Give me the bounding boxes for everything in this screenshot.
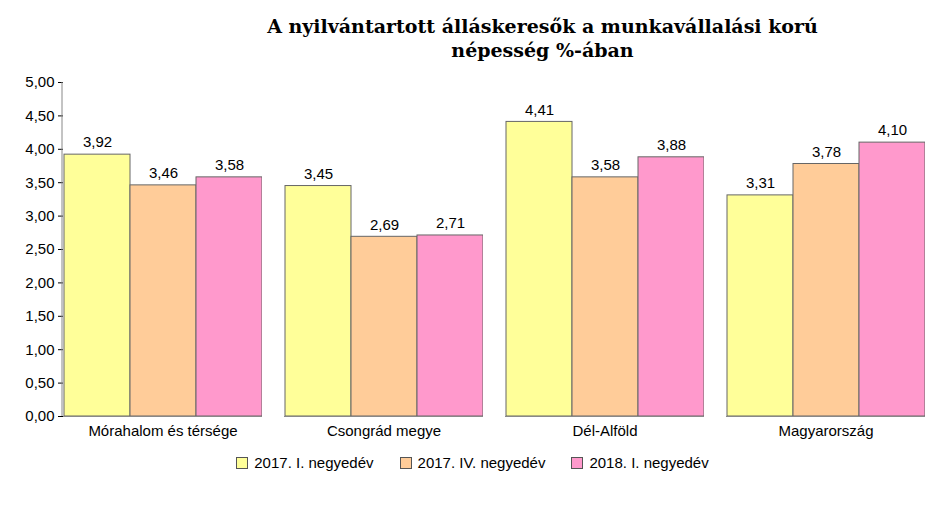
html-text:2017. I. negyedév: 2017. I. negyedév	[254, 454, 374, 471]
svg-text:3,78: 3,78	[812, 143, 841, 160]
svg-text:4,50: 4,50	[25, 107, 54, 124]
svg-text:Dél-Alföld: Dél-Alföld	[572, 422, 637, 439]
svg-text:3,58: 3,58	[591, 156, 620, 173]
svg-text:2,00: 2,00	[25, 274, 54, 291]
svg-text:5,00: 5,00	[25, 73, 54, 90]
svg-text:3,92: 3,92	[83, 133, 112, 150]
svg-text:Csongrád megye: Csongrád megye	[327, 422, 441, 439]
svg-text:1,50: 1,50	[25, 307, 54, 324]
svg-text:3,31: 3,31	[746, 174, 775, 191]
svg-text:3,00: 3,00	[25, 207, 54, 224]
svg-text:3,88: 3,88	[657, 136, 686, 153]
svg-text:3,58: 3,58	[215, 156, 244, 173]
svg-text:4,10: 4,10	[878, 121, 907, 138]
svg-text:3,50: 3,50	[25, 174, 54, 191]
svg-text:2,50: 2,50	[25, 240, 54, 257]
svg-text:2,69: 2,69	[370, 216, 399, 233]
svg-text:3,45: 3,45	[304, 165, 333, 182]
svg-text:Magyarország: Magyarország	[778, 422, 873, 439]
html-text:A nyilvántartott álláskeresők: A nyilvántartott álláskeresők a munkavál…	[267, 15, 818, 61]
svg-text:1,00: 1,00	[25, 341, 54, 358]
html-text:2018. I. negyedév: 2018. I. negyedév	[589, 454, 709, 471]
svg-text:0,00: 0,00	[25, 407, 54, 424]
svg-text:Mórahalom és térsége: Mórahalom és térsége	[88, 422, 237, 439]
svg-text:2,71: 2,71	[436, 214, 465, 231]
svg-text:4,00: 4,00	[25, 140, 54, 157]
html-text:2017. IV. negyedév: 2017. IV. negyedév	[417, 454, 546, 471]
svg-text:4,41: 4,41	[525, 101, 554, 118]
svg-text:3,46: 3,46	[149, 164, 178, 181]
svg-text:0,50: 0,50	[25, 374, 54, 391]
